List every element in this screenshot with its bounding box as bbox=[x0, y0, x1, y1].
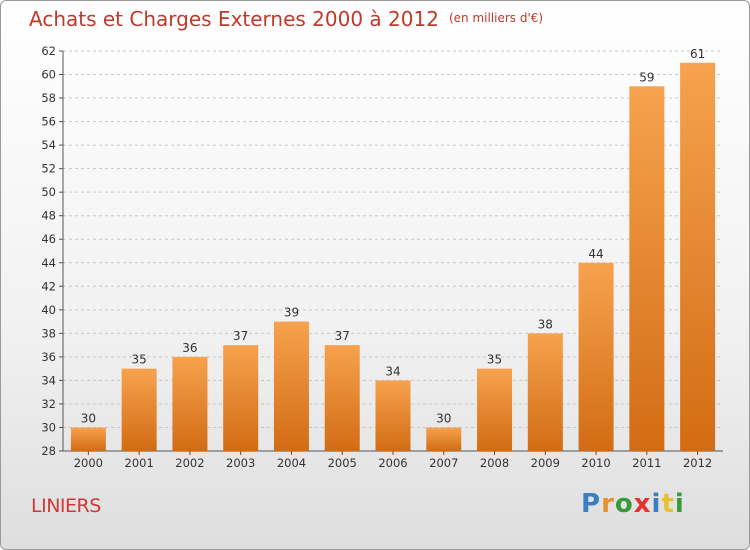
value-label-2004: 39 bbox=[284, 306, 299, 320]
bar-2004 bbox=[273, 321, 309, 451]
y-tick-label: 58 bbox=[41, 91, 56, 105]
bar-2000 bbox=[70, 427, 106, 451]
x-tick-label-2006: 2006 bbox=[378, 456, 407, 470]
y-tick-label: 30 bbox=[41, 420, 56, 434]
logo-letter: o bbox=[614, 489, 634, 519]
chart-title-text: Achats et Charges Externes 2000 à 2012 bbox=[29, 7, 439, 31]
value-label-2000: 30 bbox=[81, 411, 96, 425]
y-tick-label: 38 bbox=[41, 326, 56, 340]
chart-title: Achats et Charges Externes 2000 à 2012 (e… bbox=[29, 7, 543, 31]
value-label-2001: 35 bbox=[132, 353, 147, 367]
x-tick-label-2012: 2012 bbox=[683, 456, 712, 470]
bar-2009 bbox=[527, 333, 563, 451]
logo-letter: x bbox=[633, 489, 652, 519]
value-label-2009: 38 bbox=[538, 317, 553, 331]
logo-letter: P bbox=[581, 489, 602, 519]
logo-letter: r bbox=[601, 489, 615, 519]
x-tick-label-2002: 2002 bbox=[175, 456, 204, 470]
bar-2010 bbox=[578, 262, 614, 451]
value-label-2011: 59 bbox=[639, 70, 654, 84]
y-tick-label: 34 bbox=[41, 373, 56, 387]
logo-letter: i bbox=[674, 489, 685, 519]
value-label-2002: 36 bbox=[182, 341, 197, 355]
logo-letter: t bbox=[661, 489, 675, 519]
bar-2002 bbox=[172, 356, 208, 451]
y-tick-label: 44 bbox=[41, 256, 56, 270]
y-tick-label: 54 bbox=[41, 138, 56, 152]
x-tick-label-2005: 2005 bbox=[328, 456, 357, 470]
proxiti-logo: Proxiti bbox=[581, 489, 685, 519]
bars: 30 35 36 37 39 37 34 30 35 38 44 59 61 bbox=[70, 47, 716, 451]
bar-2007 bbox=[426, 427, 462, 451]
x-tick-label-2004: 2004 bbox=[277, 456, 306, 470]
y-tick-label: 40 bbox=[41, 303, 56, 317]
value-label-2008: 35 bbox=[487, 353, 502, 367]
x-tick-label-2010: 2010 bbox=[581, 456, 610, 470]
bar-2005 bbox=[324, 345, 360, 451]
bar-2001 bbox=[121, 368, 157, 451]
y-tick-label: 32 bbox=[41, 397, 56, 411]
y-tick-label: 62 bbox=[41, 44, 56, 58]
axes: 28 30 32 34 36 38 40 42 44 46 48 50 52 54 56 58 60 62 2000… bbox=[41, 44, 723, 470]
x-tick-label-2008: 2008 bbox=[480, 456, 509, 470]
y-tick-label: 60 bbox=[41, 68, 56, 82]
y-tick-label: 42 bbox=[41, 279, 56, 293]
y-tick-label: 52 bbox=[41, 162, 56, 176]
value-label-2005: 37 bbox=[335, 329, 350, 343]
x-tick-label-2003: 2003 bbox=[226, 456, 255, 470]
value-label-2012: 61 bbox=[690, 47, 705, 61]
y-tick-label: 46 bbox=[41, 232, 56, 246]
y-tick-label: 50 bbox=[41, 185, 56, 199]
value-label-2006: 34 bbox=[385, 364, 400, 378]
value-label-2010: 44 bbox=[588, 247, 603, 261]
bar-2012 bbox=[680, 62, 716, 451]
bar-2008 bbox=[477, 368, 513, 451]
x-tick-label-2007: 2007 bbox=[429, 456, 458, 470]
x-tick-label-2011: 2011 bbox=[632, 456, 661, 470]
bar-2003 bbox=[223, 345, 259, 451]
value-label-2007: 30 bbox=[436, 411, 451, 425]
y-tick-label: 56 bbox=[41, 115, 56, 129]
place-name: LINIERS bbox=[31, 495, 101, 517]
bar-2006 bbox=[375, 380, 411, 451]
chart-unit: (en milliers d'€) bbox=[448, 11, 544, 25]
x-tick-label-2009: 2009 bbox=[531, 456, 560, 470]
x-tick-label-2000: 2000 bbox=[74, 456, 103, 470]
logo-letter: i bbox=[651, 489, 662, 519]
value-label-2003: 37 bbox=[233, 329, 248, 343]
x-tick-label-2001: 2001 bbox=[125, 456, 154, 470]
y-tick-label: 36 bbox=[41, 350, 56, 364]
y-tick-label: 48 bbox=[41, 209, 56, 223]
y-tick-label: 28 bbox=[41, 444, 56, 458]
bar-2011 bbox=[629, 86, 665, 451]
